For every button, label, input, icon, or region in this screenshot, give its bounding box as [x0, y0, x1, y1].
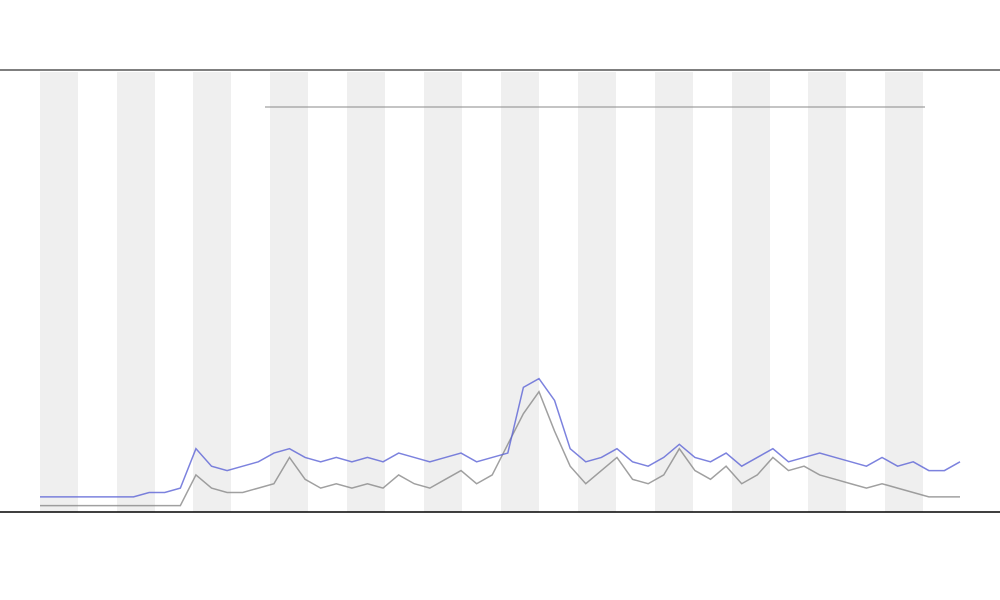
series-line: [40, 390, 960, 507]
band: [40, 72, 78, 512]
band: [117, 72, 155, 512]
band: [885, 72, 923, 512]
band: [424, 72, 462, 512]
band: [270, 72, 308, 512]
band: [578, 72, 616, 512]
band: [501, 72, 539, 512]
series-line: [40, 377, 961, 498]
band: [347, 72, 385, 512]
bands: [40, 72, 923, 512]
band: [808, 72, 846, 512]
band: [193, 72, 231, 512]
band: [732, 72, 770, 512]
band: [655, 72, 693, 512]
